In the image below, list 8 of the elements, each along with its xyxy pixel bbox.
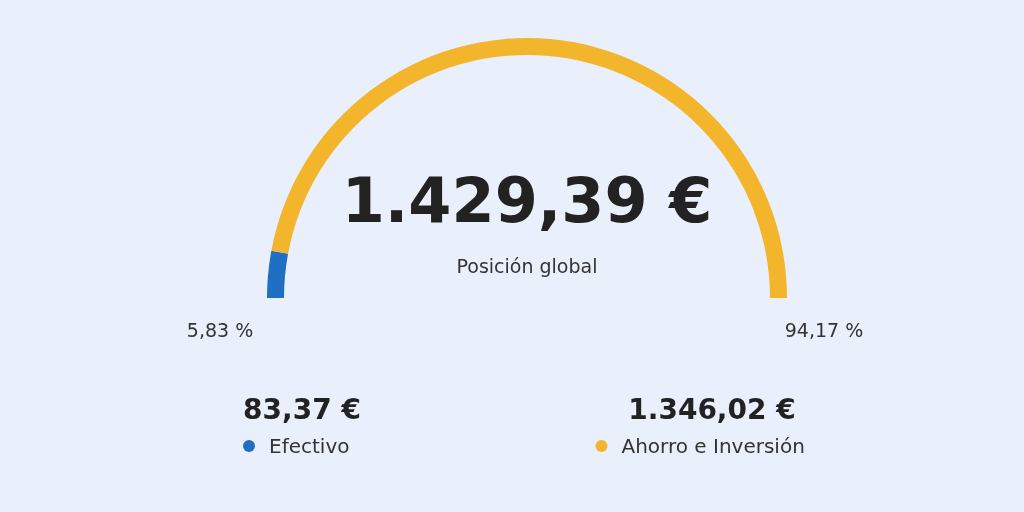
text: 1.429,39 € xyxy=(341,164,713,237)
data-label: 1.346,02 € xyxy=(628,393,796,426)
text: 5,83 % xyxy=(186,319,254,341)
text: Posición global xyxy=(456,255,598,277)
data-label: 83,37 € xyxy=(243,393,361,426)
text: 94,17 % xyxy=(784,319,864,341)
legend-label: Ahorro e Inversión xyxy=(621,434,805,458)
legend-label: Efectivo xyxy=(269,434,350,458)
